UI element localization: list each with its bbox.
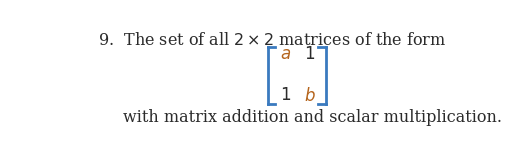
Text: with matrix addition and scalar multiplication.: with matrix addition and scalar multipli… bbox=[123, 109, 502, 126]
Text: 9.  The set of all $2 \times 2$ matrices of the form: 9. The set of all $2 \times 2$ matrices … bbox=[98, 32, 447, 49]
Text: $1$: $1$ bbox=[279, 87, 291, 104]
Text: $a$: $a$ bbox=[279, 46, 290, 63]
Text: $1$: $1$ bbox=[304, 46, 315, 63]
Text: $b$: $b$ bbox=[304, 87, 316, 105]
